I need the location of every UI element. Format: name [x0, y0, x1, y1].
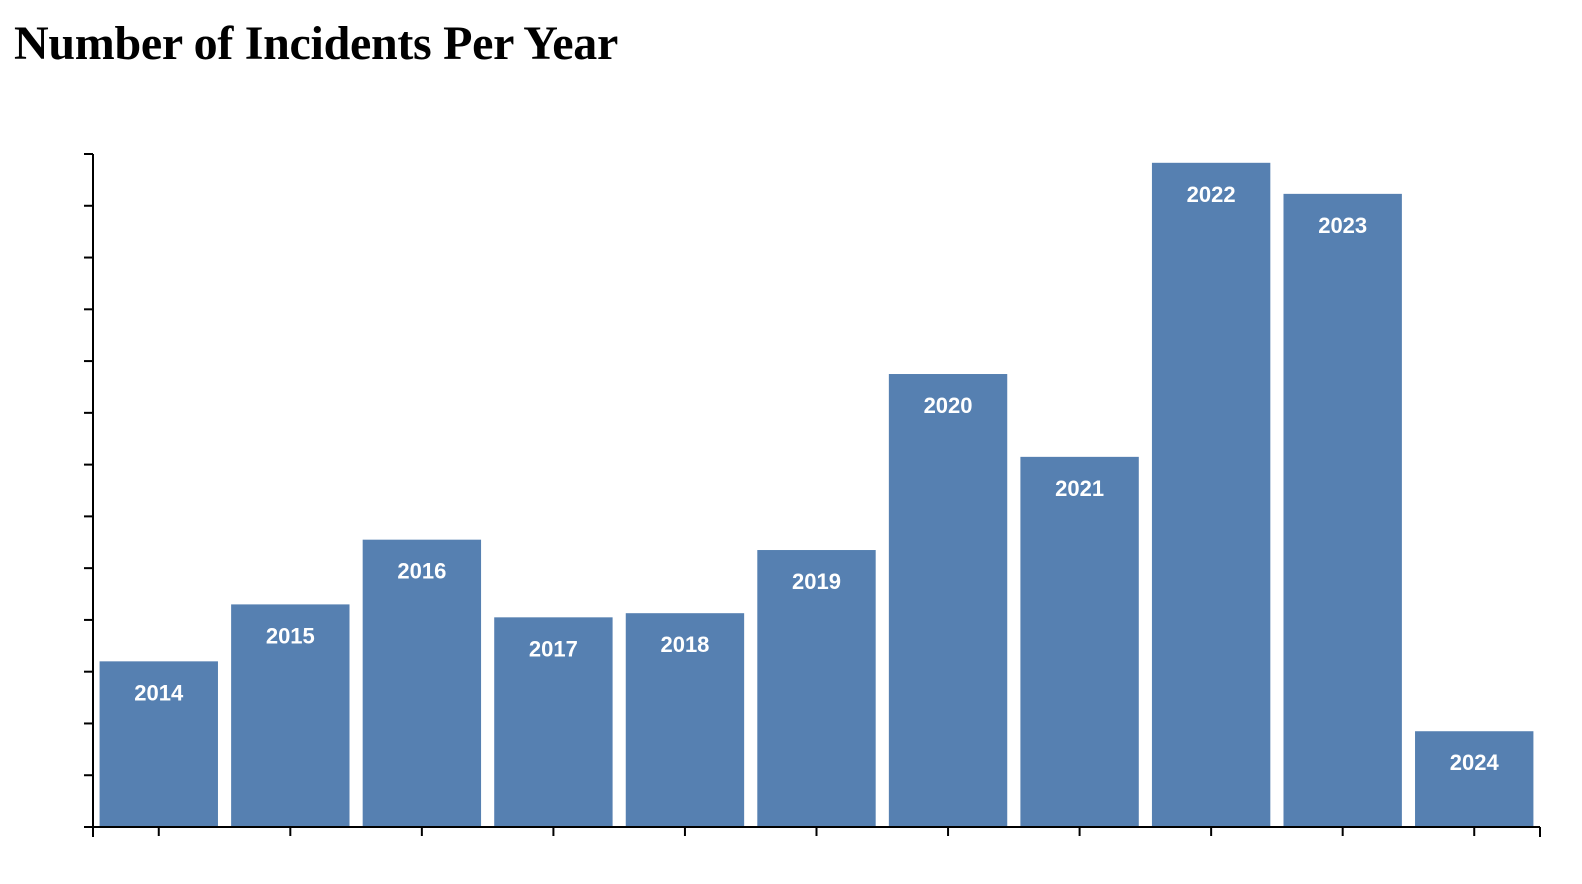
- bar-label-2024: 2024: [1450, 750, 1500, 775]
- bar-2021: [1020, 456, 1139, 827]
- bar-label-2017: 2017: [529, 636, 578, 661]
- y-axis: [84, 153, 94, 828]
- bar-label-2014: 2014: [134, 680, 184, 705]
- bar-label-2016: 2016: [397, 559, 446, 584]
- bar-label-2018: 2018: [660, 632, 709, 657]
- chart-title: Number of Incidents Per Year: [14, 17, 618, 70]
- bar-2014: [99, 661, 218, 827]
- bar-label-2015: 2015: [266, 623, 315, 648]
- bar-label-2022: 2022: [1187, 182, 1236, 207]
- x-axis: [92, 826, 1541, 837]
- bar-label-2023: 2023: [1318, 213, 1367, 238]
- bar-label-2019: 2019: [792, 569, 841, 594]
- bar-label-2021: 2021: [1055, 476, 1104, 501]
- bar-labels-group: 2014 2015 2016 2017 2018 2019 2020 2021 2022 2023…: [134, 182, 1499, 775]
- bar-2024: [1415, 731, 1534, 827]
- bar-2023: [1283, 193, 1402, 828]
- bar-2018: [625, 613, 745, 827]
- bars-group: [99, 162, 1534, 828]
- bar-2019: [757, 550, 876, 827]
- bar-2022: [1151, 162, 1271, 828]
- bar-label-2020: 2020: [924, 393, 973, 418]
- bar-2016: [362, 539, 482, 827]
- bar-2020: [888, 374, 1008, 827]
- bar-2015: [231, 604, 350, 827]
- bar-2017: [494, 617, 613, 827]
